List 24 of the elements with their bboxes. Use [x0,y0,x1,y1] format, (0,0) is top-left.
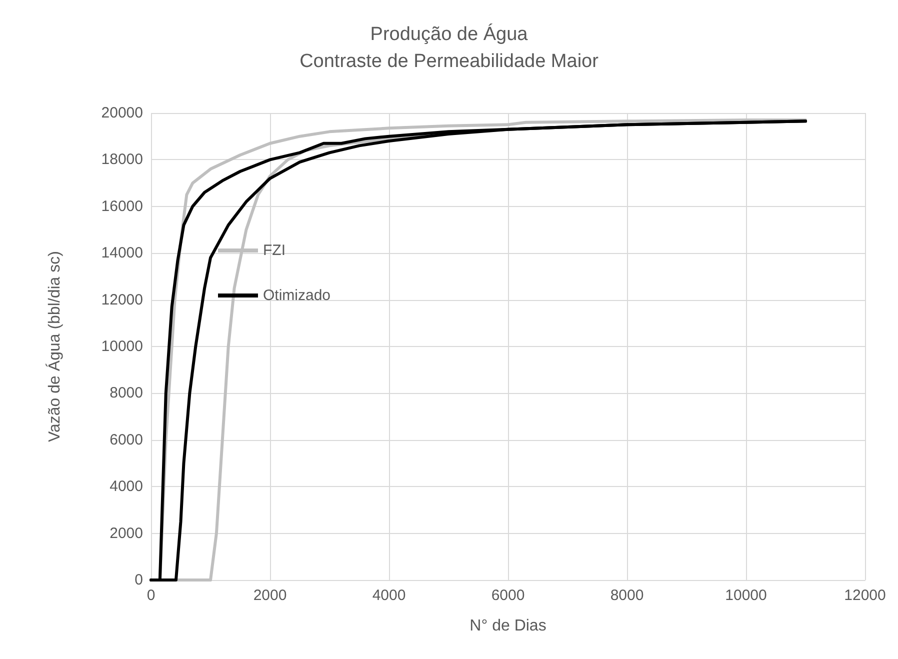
chart-title: Produção de Água [370,23,528,45]
y-tick-label: 2000 [110,524,143,542]
x-tick-label: 12000 [844,587,886,604]
legend-label: Otimizado [263,287,331,304]
x-tick-label: 2000 [253,587,287,604]
x-tick-label: 4000 [372,587,406,604]
y-tick-label: 10000 [101,338,143,355]
legend-label: FZI [263,242,286,259]
y-tick-label: 8000 [110,384,143,402]
x-tick-label: 6000 [491,587,525,604]
y-axis-title: Vazão de Água (bbl/dia sc) [46,251,64,442]
y-tick-label: 0 [134,572,143,588]
y-tick-label: 18000 [101,151,143,168]
y-tick-label: 4000 [110,478,143,496]
x-tick-label: 8000 [610,587,644,604]
y-tick-label: 16000 [101,198,143,215]
y-tick-label: 20000 [101,104,143,122]
chart-subtitle: Contraste de Permeabilidade Maior [300,51,600,72]
y-tick-label: 12000 [101,291,143,308]
x-tick-label: 0 [146,587,156,604]
x-axis-title: N° de Dias [470,618,546,634]
y-tick-label: 6000 [110,431,143,448]
y-tick-label: 14000 [101,244,143,262]
x-tick-label: 10000 [725,587,767,604]
